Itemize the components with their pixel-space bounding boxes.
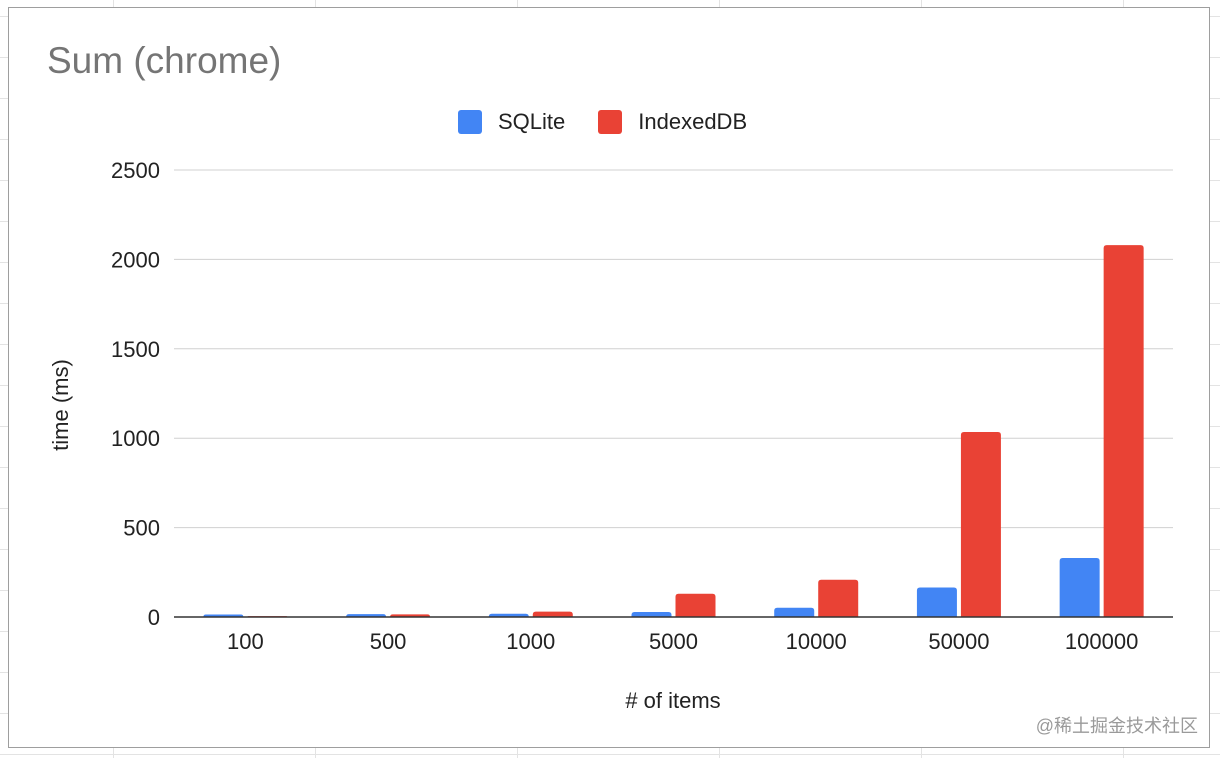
legend-item-sqlite: SQLite: [458, 109, 565, 135]
bar-sqlite: [774, 607, 815, 617]
y-tick-label: 0: [148, 605, 160, 630]
y-tick-label: 1000: [111, 426, 160, 451]
bar-sqlite: [631, 611, 672, 617]
y-tick-label: 500: [123, 516, 160, 541]
legend-label-indexeddb: IndexedDB: [638, 109, 748, 134]
bar-indexeddb: [1103, 245, 1144, 617]
x-tick-label: 10000: [786, 629, 847, 654]
bar-indexeddb: [960, 431, 1001, 617]
x-tick-label: 100: [227, 629, 264, 654]
x-axis-label: # of items: [625, 688, 720, 713]
y-tick-label: 1500: [111, 337, 160, 362]
bar-sqlite: [1059, 557, 1100, 617]
x-tick-label: 5000: [649, 629, 698, 654]
bar-indexeddb: [532, 611, 573, 617]
legend-swatch-indexeddb: [598, 110, 623, 134]
x-tick-label: 1000: [506, 629, 555, 654]
bar-sqlite: [916, 587, 957, 617]
y-tick-label: 2000: [111, 247, 160, 272]
y-tick-label: 2500: [111, 158, 160, 183]
watermark-text: @稀土掘金技术社区: [1035, 716, 1198, 736]
legend-item-indexeddb: IndexedDB: [598, 109, 747, 135]
legend-swatch-sqlite: [458, 110, 482, 134]
bar-indexeddb: [818, 579, 859, 617]
legend-label-sqlite: SQLite: [498, 109, 566, 134]
x-tick-label: 50000: [928, 629, 989, 654]
chart-legend: SQLite IndexedDB: [458, 109, 780, 135]
x-tick-label: 500: [370, 629, 407, 654]
chart-title: Sum (chrome): [47, 40, 282, 81]
bar-indexeddb: [675, 593, 716, 617]
x-tick-label: 100000: [1065, 629, 1138, 654]
y-axis-label: time (ms): [48, 359, 73, 451]
bar-sqlite: [488, 613, 529, 617]
